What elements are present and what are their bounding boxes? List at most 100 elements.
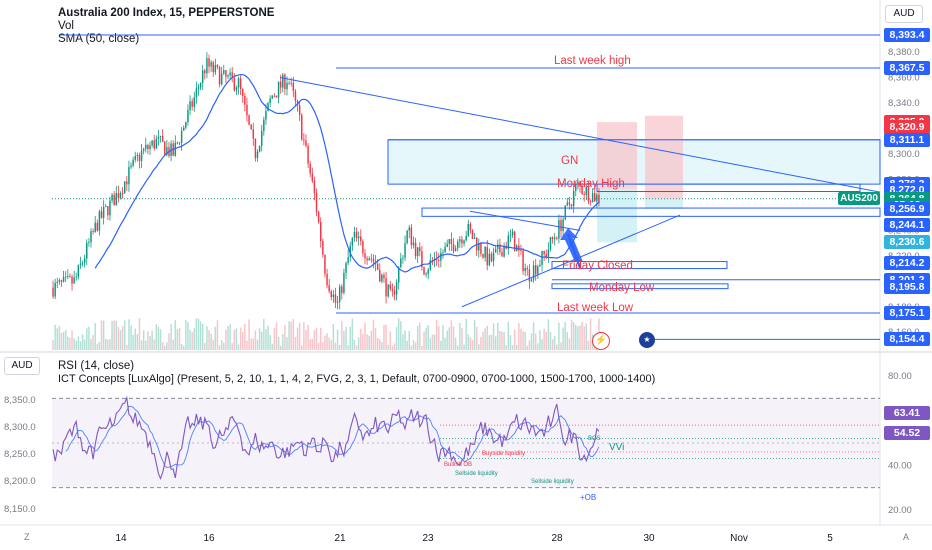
candle-body [402,257,404,259]
symbol-title[interactable]: Australia 200 Index, 15, PEPPERSTONE [58,7,275,19]
volume-bar [433,334,436,350]
volume-bar [151,330,153,350]
candle-body [322,241,324,255]
volume-bar [541,339,543,350]
volume-bar [273,328,276,350]
rsi-legend[interactable]: RSI (14, close) [58,360,135,372]
volume-bar [362,333,364,350]
volume-bar [98,341,101,350]
label-monday-low[interactable]: Monday Low [589,282,655,294]
volume-bar [220,340,223,350]
price-badge[interactable]: 8,175.1 [884,306,930,320]
volume-bar [138,318,141,350]
volume-bar [288,321,290,350]
price-badge[interactable]: 8,154.4 [884,332,930,347]
candle-body [242,88,244,96]
candle-body [123,181,126,194]
volume-bar [534,333,537,350]
price-badge[interactable]: 8,256.9 [884,201,930,216]
candle-body [147,144,149,150]
volume-bars [52,318,600,350]
candle-body [509,235,512,236]
price-badge[interactable]: 8,367.5 [884,60,930,75]
candle-body [109,200,111,216]
candle-body [347,257,349,263]
candle-body [541,250,543,265]
price-badge[interactable]: 8,244.1 [884,218,930,233]
candle-body [286,82,288,90]
candle-body [507,235,510,249]
volume-bar [589,318,592,350]
candle-body [488,253,491,266]
volume-bar [579,325,581,350]
candle-body [435,258,438,261]
candle-body [490,253,493,262]
volume-bar [132,334,134,350]
volume-bar [128,319,130,350]
lightning-event-icon[interactable]: ⚡ [592,332,610,350]
volume-bar [159,329,162,350]
volume-bar [381,342,383,350]
price-badge[interactable]: 8,195.8 [884,279,930,294]
label-monday-high[interactable]: Monday High [557,178,625,190]
candle-body [159,135,162,137]
candle-body [389,284,392,289]
currency-button[interactable]: AUD [885,5,923,23]
volume-bar [532,322,535,350]
volume-bar [117,326,120,350]
label-friday-closed[interactable]: Friday Closed [562,260,633,272]
time-axis[interactable]: 14 16 21 23 28 30 Nov 5 [115,533,833,544]
ict-legend[interactable]: ICT Concepts [LuxAlgo] (Present, 5, 2, 1… [58,373,656,385]
symbol-badge[interactable]: AUS200 [838,192,880,205]
volume-bar [252,338,255,350]
flag-event-icon[interactable]: ★ [639,332,655,348]
auto-scale-button[interactable]: A [903,532,910,542]
price-badge[interactable]: 8,320.9 [884,120,930,135]
volume-legend[interactable]: Vol [58,20,74,32]
candle-body [596,194,598,202]
volume-bar [263,318,265,350]
candle-body [545,254,547,257]
zoom-button[interactable]: Z [24,532,30,542]
candle-body [166,147,168,155]
time-tick-label: 30 [643,533,655,544]
candle-body [341,286,343,293]
volume-bar [338,344,341,350]
upper-trendline [279,77,881,193]
zones-layer [387,115,881,243]
price-badge[interactable]: 8,311.1 [884,132,930,147]
candle-body [67,276,69,277]
volume-bar [254,330,257,350]
price-badge[interactable]: 8,214.2 [884,256,930,271]
label-last-week-high[interactable]: Last week high [554,55,631,67]
label-last-week-low[interactable]: Last week Low [557,302,634,314]
rsi-currency-button[interactable]: AUD [4,357,40,375]
volume-bar [334,342,337,350]
volume-bar [195,318,198,350]
candle-body [478,243,480,251]
volume-bar [309,339,311,350]
candle-body [440,252,442,261]
candle-body [499,244,501,253]
sma-legend[interactable]: SMA (50, close) [58,33,140,45]
candle-body [305,140,307,146]
price-badge[interactable]: 8,393.4 [884,28,930,42]
candle-body [330,291,333,298]
candle-body [503,245,505,257]
volume-bar [189,329,191,350]
candle-body [256,151,259,159]
volume-bar [153,339,155,350]
candle-body [539,264,541,267]
volume-bar [208,330,210,350]
label-gn[interactable]: GN [561,155,579,167]
candle-body [562,219,564,232]
volume-bar [581,322,583,350]
candle-body [444,246,446,253]
candle-body [279,81,282,88]
candle-body [528,269,531,282]
volume-bar [107,339,109,350]
price-badge[interactable]: 8,230.6 [884,235,930,250]
candle-body [212,62,214,73]
volume-bar [315,328,318,350]
